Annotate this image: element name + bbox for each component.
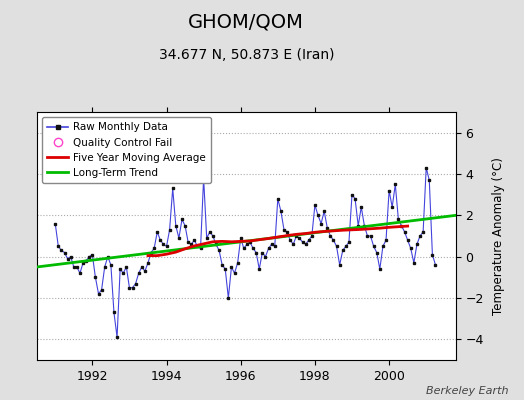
Text: 34.677 N, 50.873 E (Iran): 34.677 N, 50.873 E (Iran) [159, 48, 334, 62]
Y-axis label: Temperature Anomaly (°C): Temperature Anomaly (°C) [493, 157, 505, 315]
Text: Berkeley Earth: Berkeley Earth [426, 386, 508, 396]
Text: GHOM/QOM: GHOM/QOM [188, 12, 304, 31]
Legend: Raw Monthly Data, Quality Control Fail, Five Year Moving Average, Long-Term Tren: Raw Monthly Data, Quality Control Fail, … [42, 117, 211, 183]
